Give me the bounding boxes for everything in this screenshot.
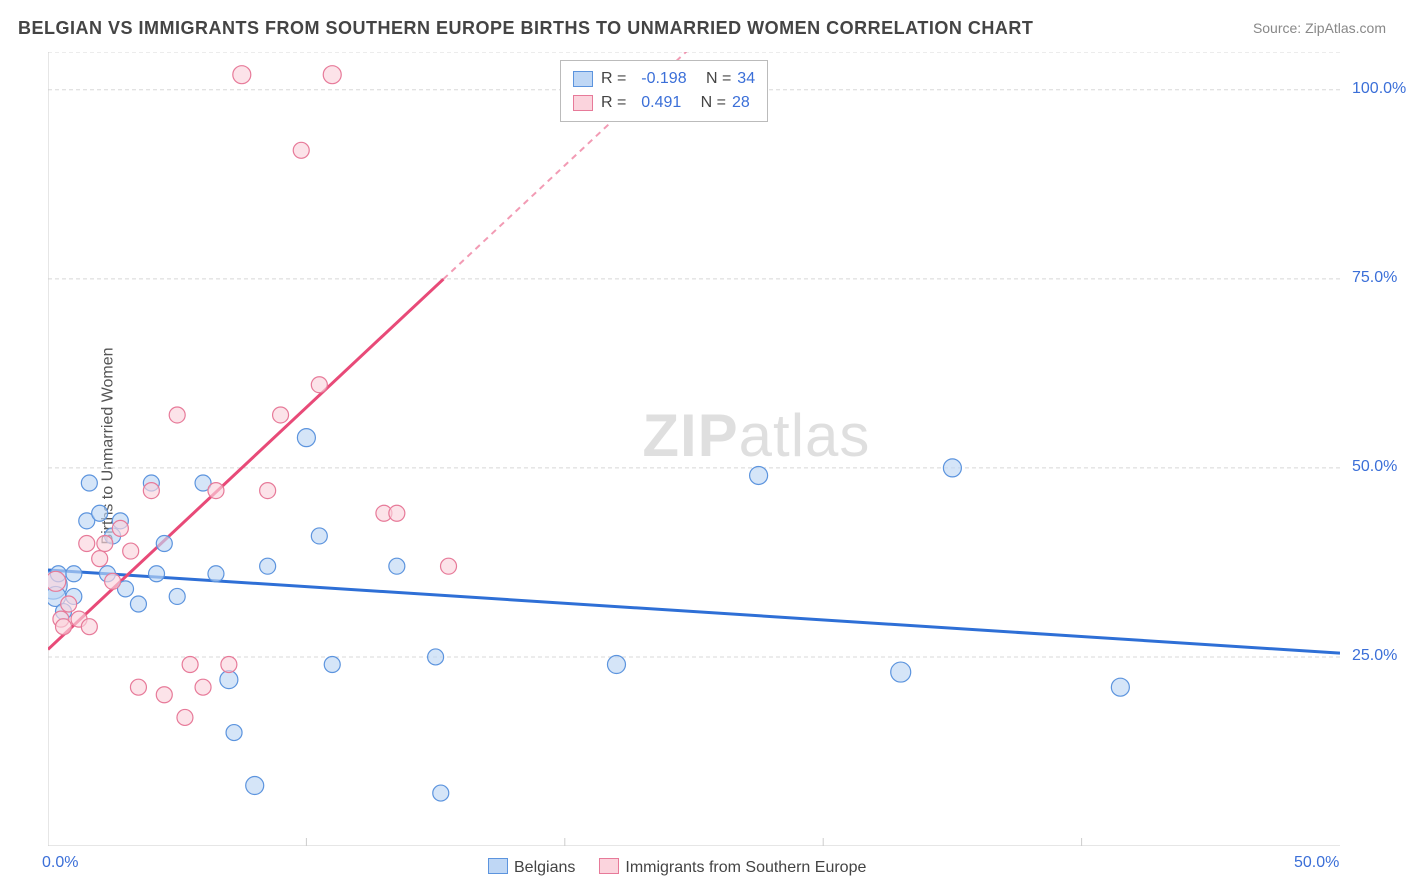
legend-label: Immigrants from Southern Europe bbox=[625, 859, 866, 876]
y-tick-label: 100.0% bbox=[1352, 80, 1406, 98]
correlation-legend: R = -0.198 N = 34R = 0.491 N = 28 bbox=[560, 60, 768, 122]
legend-item: Immigrants from Southern Europe bbox=[599, 858, 866, 877]
legend-swatch bbox=[573, 95, 593, 111]
legend-item: Belgians bbox=[488, 858, 575, 877]
legend-row: R = -0.198 N = 34 bbox=[573, 67, 755, 91]
y-tick-label: 75.0% bbox=[1352, 269, 1397, 287]
legend-swatch bbox=[488, 858, 508, 874]
legend-label: Belgians bbox=[514, 859, 575, 876]
series-legend: Belgians Immigrants from Southern Europe bbox=[488, 858, 866, 877]
x-tick-label: 50.0% bbox=[1294, 854, 1339, 872]
legend-stats: R = 0.491 N = 28 bbox=[601, 91, 750, 115]
scatter-plot bbox=[48, 52, 1340, 846]
legend-stats: R = -0.198 N = 34 bbox=[601, 67, 755, 91]
y-tick-label: 50.0% bbox=[1352, 458, 1397, 476]
legend-row: R = 0.491 N = 28 bbox=[573, 91, 755, 115]
source-label: Source: ZipAtlas.com bbox=[1253, 20, 1386, 36]
x-tick-label: 0.0% bbox=[42, 854, 78, 872]
y-tick-label: 25.0% bbox=[1352, 647, 1397, 665]
chart-container: BELGIAN VS IMMIGRANTS FROM SOUTHERN EURO… bbox=[0, 0, 1406, 892]
chart-title: BELGIAN VS IMMIGRANTS FROM SOUTHERN EURO… bbox=[18, 18, 1033, 39]
legend-swatch bbox=[599, 858, 619, 874]
legend-swatch bbox=[573, 71, 593, 87]
